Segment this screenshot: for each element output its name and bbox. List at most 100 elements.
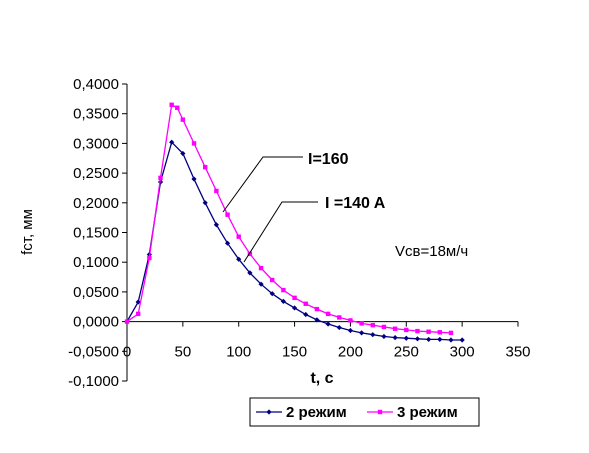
data-point: [414, 336, 421, 342]
x-tick-label: 100: [226, 344, 251, 361]
annotation-leader-i140: [243, 201, 318, 263]
data-point: [370, 322, 375, 328]
annotation-i140: I =140 A: [325, 195, 386, 212]
data-point: [359, 321, 364, 326]
data-point: [270, 277, 275, 283]
data-point: [314, 306, 320, 312]
data-point: [191, 141, 197, 146]
data-point: [124, 319, 130, 324]
y-tick-label: 0,0000: [73, 314, 119, 331]
y-tick-label: 0,0500: [73, 284, 119, 301]
data-point: [336, 324, 342, 331]
y-tick-label: 0,1000: [73, 254, 119, 271]
series-layer: [124, 102, 465, 343]
y-tick-label: -0,0500: [68, 343, 119, 360]
y-tick-label: 0,2500: [73, 165, 119, 182]
series-3-rezhim: [124, 102, 454, 336]
data-point: [291, 305, 298, 311]
annotation-leader-i160: [222, 156, 303, 213]
data-point: [437, 336, 443, 343]
data-point: [213, 222, 219, 228]
data-point: [258, 281, 264, 287]
y-tick-label: 0,3000: [73, 135, 119, 152]
data-point: [448, 330, 454, 336]
y-axis-title: fст, мм: [19, 209, 36, 255]
y-tick-label: 0,4000: [73, 76, 119, 93]
data-point: [448, 337, 454, 343]
data-point: [258, 265, 264, 271]
x-axis-title: t, c: [310, 370, 333, 387]
data-point: [269, 291, 275, 297]
data-point: [280, 298, 286, 305]
data-point: [392, 326, 398, 331]
data-point: [180, 150, 186, 157]
y-tick-label: 0,2000: [73, 195, 119, 212]
data-point: [191, 176, 197, 182]
data-point: [403, 335, 409, 341]
x-tick-label: 300: [450, 344, 475, 361]
data-point: [303, 311, 309, 318]
data-point: [426, 336, 432, 343]
x-tick-label: 50: [175, 344, 192, 361]
legend-marker: [377, 409, 383, 415]
x-tick-label: 150: [282, 344, 307, 361]
data-point: [135, 299, 141, 305]
data-point: [147, 255, 152, 261]
y-tick-label: 0,1500: [73, 225, 119, 242]
data-point: [158, 175, 163, 181]
data-point: [202, 200, 208, 206]
y-tick-labels: 0,4000 0,3500 0,3000 0,2500 0,2000 0,1500 0,10…: [68, 76, 127, 390]
data-point: [203, 164, 208, 170]
data-point: [415, 328, 420, 334]
legend-label: 2 режим: [286, 404, 347, 421]
data-point: [236, 256, 242, 262]
data-point: [348, 318, 353, 323]
data-point: [135, 311, 141, 317]
data-point: [337, 315, 342, 320]
data-point: [392, 335, 398, 341]
data-point: [381, 324, 387, 330]
legend-label: 3 режим: [397, 404, 458, 421]
data-point: [292, 295, 297, 301]
legend-marker: [266, 409, 272, 415]
data-point: [325, 321, 331, 327]
data-point: [359, 330, 365, 336]
data-point: [214, 188, 219, 194]
data-point: [314, 317, 320, 323]
series-line: [126, 103, 452, 334]
axes: [126, 84, 518, 381]
data-point: [303, 301, 308, 306]
annotation-vsv: Vсв=18м/ч: [395, 243, 468, 260]
annotation-i160: I=160: [308, 151, 349, 168]
legend: 2 режим 3 режим: [249, 397, 480, 427]
data-point: [169, 139, 175, 145]
x-tick-label: 200: [338, 344, 363, 361]
data-point: [370, 332, 376, 338]
y-tick-label: -0,1000: [68, 373, 119, 390]
data-point: [247, 270, 253, 276]
data-point: [426, 329, 431, 334]
data-point: [381, 333, 387, 340]
data-point: [169, 102, 174, 107]
data-point: [175, 105, 180, 110]
annotations: I=160 I =140 A Vсв=18м/ч: [222, 151, 468, 263]
data-point: [180, 117, 186, 122]
data-point: [247, 251, 253, 257]
x-tick-label: 0: [123, 344, 131, 361]
data-point: [459, 337, 465, 343]
y-tick-label: 0,3500: [73, 106, 119, 123]
data-point: [236, 234, 241, 239]
data-point: [325, 311, 331, 317]
data-point: [437, 330, 442, 335]
data-point: [281, 287, 286, 293]
data-point: [404, 327, 409, 333]
series-2-rezhim: [124, 139, 465, 343]
data-point: [225, 212, 230, 217]
x-tick-labels: 0 50 100 150 200 250 300 350: [123, 321, 531, 361]
x-tick-label: 350: [505, 344, 530, 361]
x-tick-label: 250: [394, 344, 419, 361]
data-point: [224, 240, 231, 246]
data-point: [347, 327, 354, 334]
legend-box: [249, 397, 480, 427]
